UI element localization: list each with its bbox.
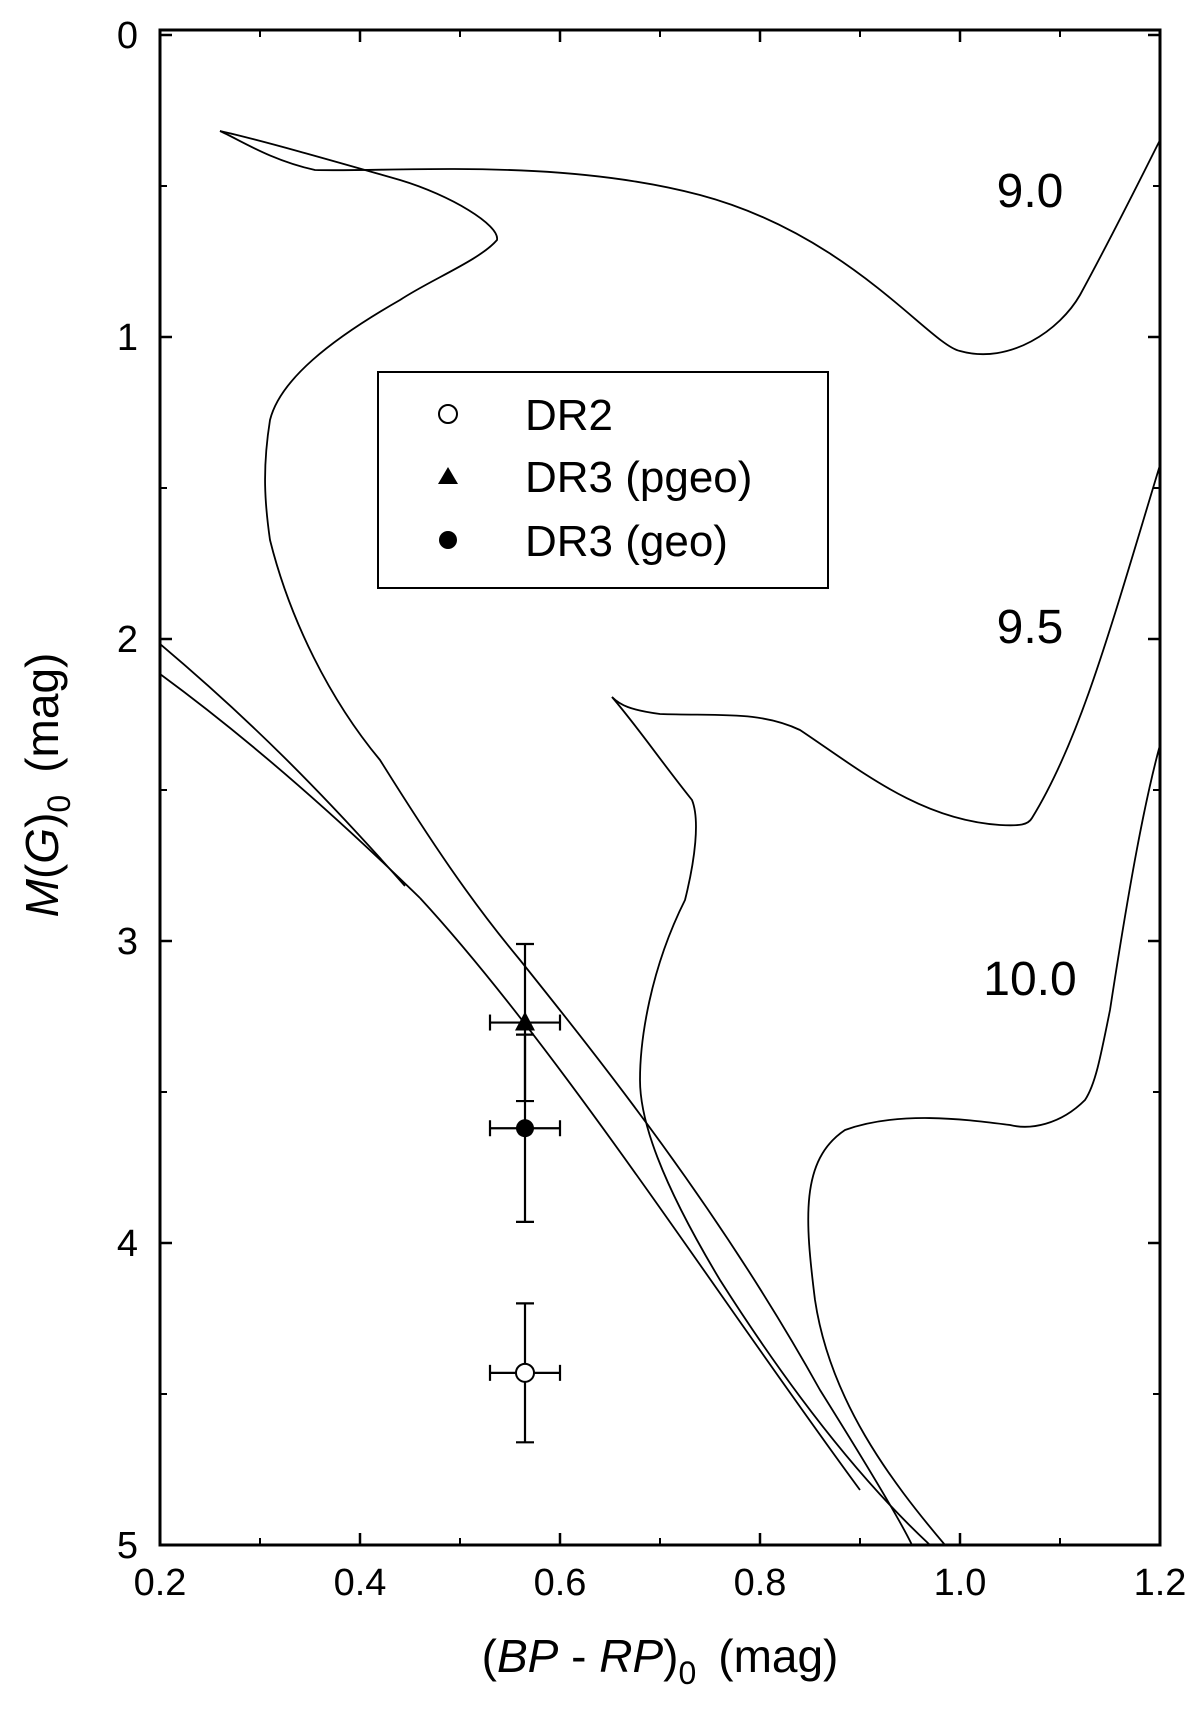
x-title-unit: (mag) [718, 1630, 838, 1682]
legend: DR2 DR3 (pgeo) DR3 (geo) [377, 371, 829, 589]
isochrone-curves [160, 130, 1160, 1545]
isochrone-label-9.5: 9.5 [997, 601, 1064, 654]
marker-dr3-geo [516, 1119, 534, 1138]
y-title-var: M [16, 878, 68, 917]
isochrone-9.0-upper-branch [219, 130, 913, 1545]
x-title-var: BP [497, 1630, 559, 1682]
x-title-sep: - [558, 1630, 599, 1682]
isochrone-9.5-lower-branch [611, 696, 931, 1545]
y-tick-label: 2 [117, 619, 138, 661]
y-tick-label: 0 [117, 15, 138, 57]
x-title-close: ) [663, 1630, 678, 1682]
legend-marker-dr3-pgeo [438, 467, 458, 484]
x-tick-label: 0.2 [134, 1562, 187, 1604]
y-axis-title: M(G)0 (mag) [16, 653, 77, 918]
svg-text:(BP - RP)0(mag): (BP - RP)0 (mag) [482, 1630, 839, 1691]
isochrone-9.5-curve [611, 464, 1160, 827]
axis-ticks [158, 30, 1162, 1547]
y-tick-label: 4 [117, 1223, 138, 1265]
x-title-open: ( [482, 1630, 498, 1682]
y-tick-label: 5 [117, 1525, 138, 1567]
isochrone-label-10.0: 10.0 [983, 953, 1076, 1006]
y-tick-labels: 0 1 2 3 4 5 [117, 15, 138, 1567]
y-title-open: ( [16, 863, 68, 879]
x-title-subscript: 0 [678, 1655, 696, 1691]
svg-text:M(G)0(mag): M(G)0 (mag) [16, 653, 77, 918]
legend-label-dr3-pgeo: DR3 (pgeo) [525, 453, 752, 502]
x-tick-label: 0.4 [334, 1562, 387, 1604]
legend-label-dr3-geo: DR3 (geo) [525, 517, 728, 566]
y-title-unit: (mag) [16, 653, 68, 773]
legend-marker-dr2 [438, 404, 458, 424]
data-markers [515, 1011, 535, 1383]
y-title-close: ) [16, 813, 68, 828]
x-tick-label: 0.6 [534, 1562, 587, 1604]
marker-dr2 [515, 1362, 535, 1383]
x-tick-label: 1.2 [1134, 1562, 1187, 1604]
legend-marker-dr3-geo [439, 531, 457, 549]
isochrone-label-9.0: 9.0 [997, 165, 1064, 218]
zams-line-a [160, 643, 406, 887]
legend-label-dr2: DR2 [525, 391, 613, 440]
x-title-var2: RP [599, 1630, 663, 1682]
x-axis-title: (BP - RP)0 (mag) [482, 1630, 839, 1691]
y-title-subscript: 0 [41, 795, 77, 813]
isochrone-labels: 9.0 9.5 10.0 [983, 165, 1076, 1006]
marker-dr3-pgeo [515, 1011, 535, 1031]
x-tick-label: 1.0 [934, 1562, 987, 1604]
y-tick-label: 3 [117, 921, 138, 963]
zams-line-c [419, 897, 861, 1491]
x-tick-labels: 0.2 0.4 0.6 0.8 1.0 1.2 [134, 1562, 1187, 1604]
y-title-arg: G [16, 828, 68, 864]
isochrone-9.0-curve [219, 130, 1160, 356]
x-tick-label: 0.8 [734, 1562, 787, 1604]
y-tick-label: 1 [117, 317, 138, 359]
plot-frame [158, 28, 1162, 1547]
isochrone-10.0-curve [807, 744, 1160, 1545]
zams-line-b [160, 673, 421, 899]
